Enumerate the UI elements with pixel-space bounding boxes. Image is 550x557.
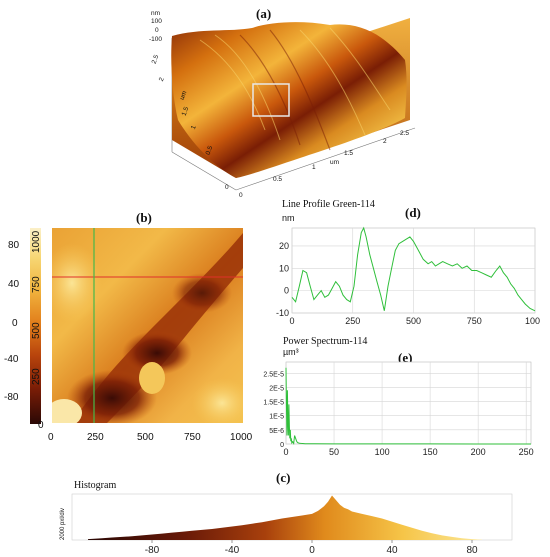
spectrum-x-tick: 50	[329, 447, 339, 457]
profile-x-tick: 500	[406, 316, 421, 326]
spectrum-x-tick: 250	[519, 447, 534, 457]
profile-x-tick: 0	[289, 316, 294, 326]
height-map	[52, 228, 243, 423]
power-spectrum-chart: 2.5E-5 2E-5 1.5E-5 1E-5 5E-6 00 50 100 150 200 250	[263, 361, 534, 457]
x-axis-unit: um	[330, 159, 340, 166]
x-tick-2.5: 2.5	[400, 130, 410, 137]
colorbar-tick-neg80: -80	[4, 392, 19, 403]
profile-x-tick: 750	[467, 316, 482, 326]
map-y-tick-0: 0	[38, 420, 44, 431]
profile-y-tick: 20	[279, 241, 289, 251]
panel-label-b: (b)	[136, 210, 152, 225]
map-x-tick-750: 750	[184, 432, 201, 443]
profile-x-tick: 250	[345, 316, 360, 326]
line-profile-title: Line Profile Green-114	[282, 199, 375, 210]
profile-y-tick: 10	[279, 263, 289, 273]
surface-valleys	[239, 29, 331, 151]
spectrum-y-tick: 2.5E-5	[263, 371, 284, 378]
map-x-tick-0: 0	[48, 432, 54, 443]
spectrum-y-tick: 1.5E-5	[263, 400, 284, 407]
spectrum-x-tick: 200	[471, 447, 486, 457]
histogram-x-tick: -40	[225, 545, 240, 556]
spectrum-x-tick: 0	[283, 447, 288, 457]
histogram-area	[88, 495, 482, 540]
histogram-chart: -80 -40 0 40 80	[71, 493, 513, 556]
histogram-title: Histogram	[74, 480, 117, 491]
power-spectrum-ylabel: µm³	[283, 347, 299, 357]
map-x-tick-250: 250	[87, 432, 104, 443]
panel-label-c: (c)	[276, 470, 291, 485]
panel-label-d: (d)	[405, 205, 421, 220]
spectrum-plot-area	[285, 361, 532, 445]
x-tick-1: 1	[312, 164, 316, 171]
spectrum-series-line	[285, 367, 531, 445]
spectrum-y-tick: 5E-6	[269, 428, 284, 435]
histogram-x-tick: 80	[466, 545, 478, 556]
y-axis-line	[171, 151, 237, 191]
x-tick-0.5: 0.5	[273, 176, 283, 183]
z-tick-neg100: -100	[149, 36, 163, 43]
colorbar	[30, 228, 41, 424]
colorbar-tick-neg40: -40	[4, 354, 19, 365]
spectrum-x-tick: 150	[423, 447, 438, 457]
z-axis-unit: nm	[151, 10, 161, 17]
map-y-tick-500: 500	[31, 322, 42, 339]
y-tick-0-left: 0	[225, 184, 229, 191]
selection-box	[252, 83, 290, 117]
spectrum-y-tick: 0	[280, 442, 284, 449]
map-x-tick-1000: 1000	[230, 432, 253, 443]
colorbar-tick-0: 0	[12, 318, 18, 329]
colorbar-tick-40: 40	[8, 279, 20, 290]
spectrum-y-tick: 2E-5	[269, 385, 284, 392]
panel-label-e: (e)	[398, 350, 413, 365]
map-y-tick-750: 750	[31, 276, 42, 293]
colorbar-tick-80: 80	[8, 240, 20, 251]
spectrum-y-tick: 1E-5	[269, 414, 284, 421]
histogram-x-tick: 40	[386, 545, 398, 556]
profile-y-tick: -10	[276, 308, 289, 318]
x-axis-line	[235, 127, 416, 191]
x-tick-2: 2	[383, 138, 387, 145]
afm-3d-surface	[171, 18, 416, 191]
spectrum-x-tick: 100	[375, 447, 390, 457]
surface-ridges	[199, 27, 391, 141]
x-tick-1.5: 1.5	[344, 150, 354, 157]
profile-x-tick: 1000	[525, 316, 540, 326]
histogram-ylabel: 2000 pxl/div	[60, 507, 66, 540]
map-x-tick-500: 500	[137, 432, 154, 443]
panel-label-a: (a)	[256, 6, 272, 21]
power-spectrum-title: Power Spectrum-114	[283, 336, 368, 347]
profile-y-tick: 0	[284, 286, 289, 296]
z-tick-100: 100	[151, 18, 162, 25]
map-y-tick-250: 250	[31, 368, 42, 385]
map-y-tick-1000: 1000	[31, 230, 42, 253]
profile-series-line	[291, 226, 536, 312]
x-tick-0: 0	[239, 192, 243, 199]
histogram-x-tick: -80	[145, 545, 160, 556]
line-profile-ylabel: nm	[282, 213, 295, 223]
histogram-x-tick: 0	[309, 545, 315, 556]
z-tick-0: 0	[155, 27, 159, 34]
